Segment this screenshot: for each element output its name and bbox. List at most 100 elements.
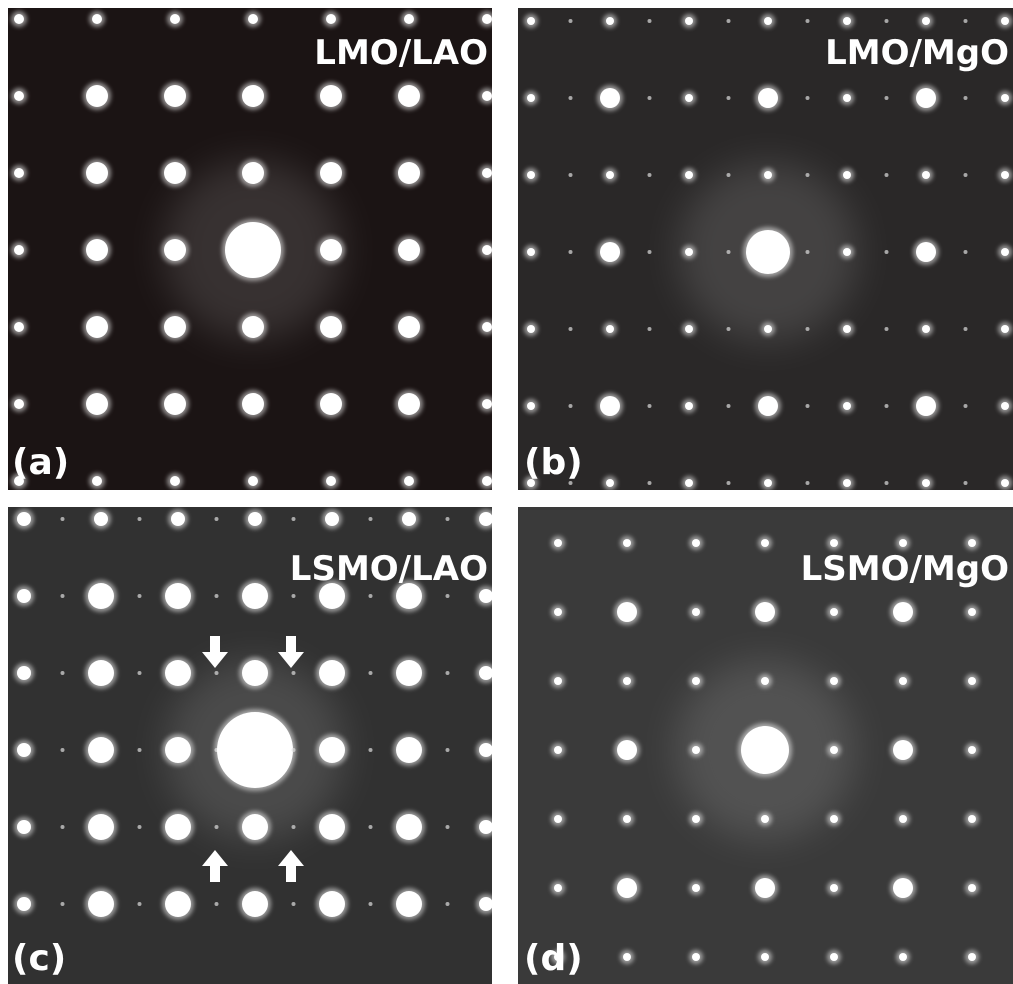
diffraction-spot	[554, 539, 562, 547]
diffraction-spot	[893, 602, 913, 622]
superlattice-spot	[215, 671, 219, 675]
superlattice-spot	[292, 517, 296, 521]
diffraction-spot	[319, 660, 345, 686]
diffraction-spot	[398, 85, 420, 107]
diffraction-spot	[685, 171, 693, 179]
diffraction-spot	[482, 14, 492, 24]
superlattice-spot	[885, 173, 889, 177]
diffraction-spot	[86, 316, 108, 338]
diffraction-spot	[165, 891, 191, 917]
superlattice-spot	[727, 250, 731, 254]
superlattice-spot	[369, 594, 373, 598]
diffraction-spot	[1001, 402, 1009, 410]
diffraction-spot	[692, 815, 700, 823]
superlattice-spot	[648, 327, 652, 331]
superlattice-spot	[61, 671, 65, 675]
superlattice-spot	[215, 517, 219, 521]
diffraction-spot	[843, 17, 851, 25]
diffraction-spot	[899, 953, 907, 961]
diffraction-spot	[527, 325, 535, 333]
diffraction-spot	[843, 325, 851, 333]
superlattice-spot	[964, 173, 968, 177]
diffraction-spot	[685, 325, 693, 333]
diffraction-spot	[319, 814, 345, 840]
superlattice-spot	[648, 481, 652, 485]
diffraction-spot	[606, 479, 614, 487]
diffraction-spot	[398, 162, 420, 184]
diffraction-spot	[600, 88, 620, 108]
diffraction-spot	[843, 402, 851, 410]
diffraction-spot	[1001, 17, 1009, 25]
diffraction-spot	[170, 476, 180, 486]
superlattice-spot	[138, 748, 142, 752]
diffraction-spot	[479, 589, 493, 603]
superlattice-spot	[806, 19, 810, 23]
diffraction-spot	[479, 820, 493, 834]
diffraction-spot	[479, 897, 493, 911]
diffraction-spot	[242, 660, 268, 686]
diffraction-spot	[685, 17, 693, 25]
superlattice-spot	[648, 250, 652, 254]
diffraction-spot	[242, 583, 268, 609]
diffraction-spot	[88, 583, 114, 609]
diffraction-spot	[88, 814, 114, 840]
diffraction-spot	[17, 820, 31, 834]
diffraction-spot	[17, 666, 31, 680]
superlattice-spot	[964, 404, 968, 408]
diffraction-spot	[692, 953, 700, 961]
superlattice-spot	[964, 327, 968, 331]
diffraction-spot	[164, 85, 186, 107]
diffraction-spot	[164, 162, 186, 184]
diffraction-spot	[692, 746, 700, 754]
diffraction-spot	[758, 88, 778, 108]
diffraction-spot	[479, 666, 493, 680]
diffraction-spot	[164, 239, 186, 261]
diffraction-spot	[242, 316, 264, 338]
diffraction-spot	[692, 677, 700, 685]
superlattice-spot	[964, 250, 968, 254]
superlattice-spot	[964, 481, 968, 485]
diffraction-spot	[242, 85, 264, 107]
superlattice-spot	[138, 825, 142, 829]
diffraction-spot	[527, 94, 535, 102]
diffraction-spot	[741, 726, 789, 774]
diffraction-spot	[217, 712, 293, 788]
diffraction-spot	[600, 242, 620, 262]
diffraction-spot	[165, 814, 191, 840]
diffraction-spot	[325, 512, 339, 526]
superlattice-spot	[648, 96, 652, 100]
superlattice-spot	[292, 902, 296, 906]
diffraction-spot	[242, 162, 264, 184]
diffraction-spot	[843, 94, 851, 102]
diffraction-spot	[843, 479, 851, 487]
diffraction-spot	[916, 88, 936, 108]
diffraction-spot	[606, 17, 614, 25]
diffraction-spot	[320, 162, 342, 184]
superlattice-spot	[446, 517, 450, 521]
diffraction-spot	[623, 815, 631, 823]
figure: LMO/LAO (a) LMO/MgO (b) LSMO/LAO (c) LSM…	[0, 0, 1013, 984]
diffraction-spot	[830, 746, 838, 754]
diffraction-spot	[623, 677, 631, 685]
diffraction-spot	[320, 85, 342, 107]
diffraction-spot	[482, 91, 492, 101]
diffraction-spot	[600, 396, 620, 416]
diffraction-spot	[899, 815, 907, 823]
diffraction-spot	[398, 316, 420, 338]
diffraction-spot	[830, 677, 838, 685]
superlattice-spot	[446, 671, 450, 675]
superlattice-spot	[369, 671, 373, 675]
diffraction-spot	[554, 746, 562, 754]
panel-title: LSMO/LAO	[290, 549, 488, 589]
superlattice-spot	[292, 594, 296, 598]
superlattice-spot	[806, 327, 810, 331]
diffraction-spot	[692, 608, 700, 616]
superlattice-spot	[138, 517, 142, 521]
superlattice-spot	[806, 404, 810, 408]
diffraction-spot	[685, 248, 693, 256]
superlattice-spot	[569, 19, 573, 23]
diffraction-spot	[17, 589, 31, 603]
diffraction-spot	[843, 171, 851, 179]
diffraction-spot	[692, 539, 700, 547]
diffraction-spot	[1001, 94, 1009, 102]
